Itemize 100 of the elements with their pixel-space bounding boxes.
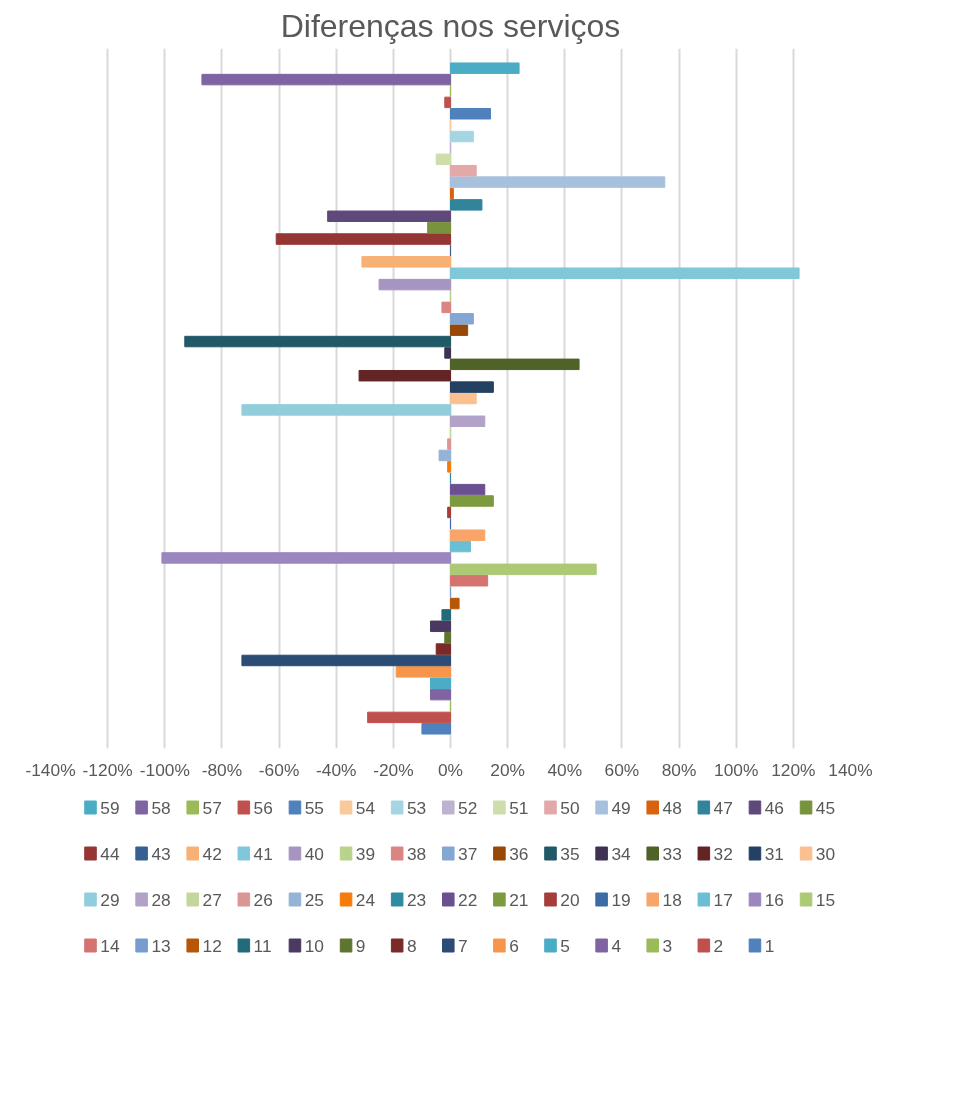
x-tick-label: -20% <box>373 759 414 780</box>
legend-label: 51 <box>509 797 529 818</box>
bar <box>378 278 451 291</box>
legend-label: 32 <box>713 843 733 864</box>
legend-label: 9 <box>355 935 366 956</box>
legend-label: 41 <box>253 843 273 864</box>
legend-label: 39 <box>355 843 376 864</box>
legend-label: 37 <box>458 843 478 864</box>
bar <box>450 392 477 405</box>
bar <box>427 221 451 234</box>
bar <box>441 301 451 314</box>
x-tick-label: 0% <box>437 759 464 780</box>
legend-label: 4 <box>611 935 622 956</box>
legend-label: 59 <box>100 797 120 818</box>
bar <box>447 461 451 473</box>
legend-label: 40 <box>304 843 324 864</box>
x-tick-label: -140% <box>25 759 76 780</box>
bar <box>447 438 451 450</box>
bar <box>450 483 486 496</box>
x-tick-label: 60% <box>604 759 640 780</box>
legend-label: 56 <box>253 797 273 818</box>
bar <box>450 130 474 143</box>
legend-label: 45 <box>815 797 836 818</box>
legend-label: 54 <box>355 797 376 818</box>
legend-label: 11 <box>253 935 272 956</box>
legend-label: 34 <box>611 843 632 864</box>
bar <box>241 654 451 667</box>
legend-label: 43 <box>151 843 171 864</box>
bar <box>430 620 451 633</box>
legend-label: 21 <box>509 889 529 910</box>
x-tick-label: 140% <box>828 759 873 780</box>
bar <box>450 575 489 587</box>
bar <box>450 187 454 200</box>
legend-label: 27 <box>202 889 222 910</box>
legend-label: 13 <box>151 935 171 956</box>
x-tick-label: -40% <box>315 759 357 780</box>
bar <box>450 597 460 610</box>
legend-label: 7 <box>458 935 468 956</box>
legend-label: 12 <box>202 935 222 956</box>
legend-label: 36 <box>509 843 529 864</box>
legend-label: 23 <box>406 889 427 910</box>
x-tick-label: -100% <box>139 759 190 780</box>
x-tick-label: -80% <box>201 759 243 780</box>
bar <box>358 369 451 382</box>
legend-label: 38 <box>406 843 427 864</box>
bar <box>435 643 451 655</box>
x-tick-label: 120% <box>771 759 816 780</box>
legend-label: 52 <box>458 797 478 818</box>
chart-title: Diferenças nos serviços <box>280 7 621 44</box>
bar <box>327 210 451 222</box>
legend-label: 33 <box>662 843 682 864</box>
legend-label: 49 <box>611 797 631 818</box>
x-tick-label: 20% <box>490 759 525 780</box>
legend-label: 24 <box>355 889 376 910</box>
bar <box>450 529 486 541</box>
bar <box>161 552 451 564</box>
legend-label: 22 <box>458 889 478 910</box>
legend-label: 6 <box>509 935 519 956</box>
bar <box>450 313 474 325</box>
bar <box>444 631 451 644</box>
legend-label: 17 <box>713 889 733 910</box>
bar <box>184 335 451 348</box>
legend-label: 57 <box>202 797 222 818</box>
legend-label: 42 <box>202 843 222 864</box>
legend-label: 50 <box>560 797 580 818</box>
legend-label: 28 <box>151 889 171 910</box>
bar <box>275 233 451 245</box>
legend-label: 25 <box>304 889 324 910</box>
legend-label: 26 <box>253 889 273 910</box>
legend-label: 55 <box>304 797 324 818</box>
x-tick-label: 80% <box>661 759 697 780</box>
bar <box>395 666 451 678</box>
bar <box>450 199 483 211</box>
legend-label: 31 <box>764 843 784 864</box>
legend-label: 44 <box>100 843 120 864</box>
bar <box>430 677 451 689</box>
bar <box>450 358 580 371</box>
legend-label: 35 <box>560 843 580 864</box>
bar <box>450 164 477 177</box>
bar <box>450 267 800 279</box>
bar <box>438 449 451 462</box>
bar <box>450 108 491 120</box>
bar <box>450 540 471 553</box>
legend-label: 19 <box>611 889 631 910</box>
legend-label: 30 <box>815 843 836 864</box>
legend-label: 47 <box>713 797 733 818</box>
bar <box>441 609 451 621</box>
bar <box>435 153 451 166</box>
x-tick-label: 100% <box>714 759 759 780</box>
bar <box>450 495 494 507</box>
legend-label: 46 <box>764 797 784 818</box>
legend-label: 29 <box>100 889 120 910</box>
legend-label: 20 <box>560 889 580 910</box>
bar <box>450 176 666 188</box>
x-tick-label: 40% <box>547 759 583 780</box>
legend-label: 8 <box>406 935 417 956</box>
x-tick-label: -60% <box>258 759 300 780</box>
legend-label: 2 <box>713 935 724 956</box>
legend-label: 53 <box>406 797 427 818</box>
bar <box>241 404 451 416</box>
